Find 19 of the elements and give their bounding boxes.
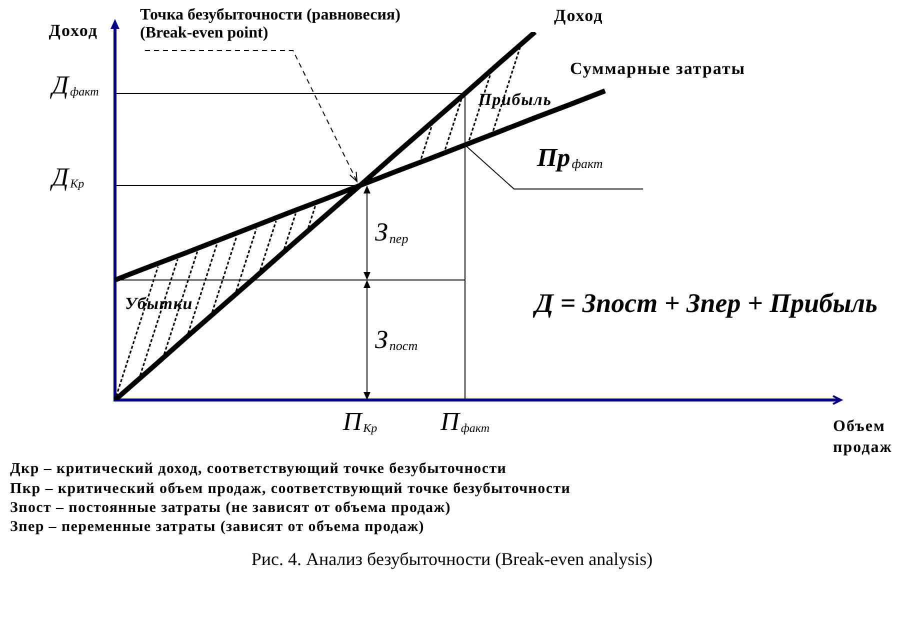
annotation: Точка безубыточности (равновесия) (Break-even point) [140,6,400,42]
annotation: Зпост [375,325,418,354]
annotation: Д = Зпост + Зпер + Прибыль [532,288,878,318]
x-tick-label: Пфакт [440,407,490,436]
y-axis-title: Доход [48,21,98,40]
series-label: Суммарные затраты [570,58,746,78]
series-label: Доход [554,6,604,25]
text: Зпер – переменные затраты (зависят от объема продаж) [10,519,424,535]
ref-line-label: Дфакт [49,70,100,100]
text: Дкр – критический доход, соответствующий точке безубыточности [10,461,507,477]
ref-line-label: ДКр [49,162,84,192]
text: Рис. 4. Анализ безубыточности (Break-even analysis) [251,549,653,569]
text: Пкр – критический объем продаж, соответствующий точке безубыточности [10,481,571,497]
x-tick-label: ПКр [342,407,378,436]
text: Зпост – постоянные затраты (не зависят от объема продаж) [10,500,451,516]
annotation: Прибыль [477,90,552,109]
x-axis-title: Объем продаж [833,418,892,456]
annotation: Зпер [375,218,409,247]
annotation: Прфакт [536,142,603,172]
